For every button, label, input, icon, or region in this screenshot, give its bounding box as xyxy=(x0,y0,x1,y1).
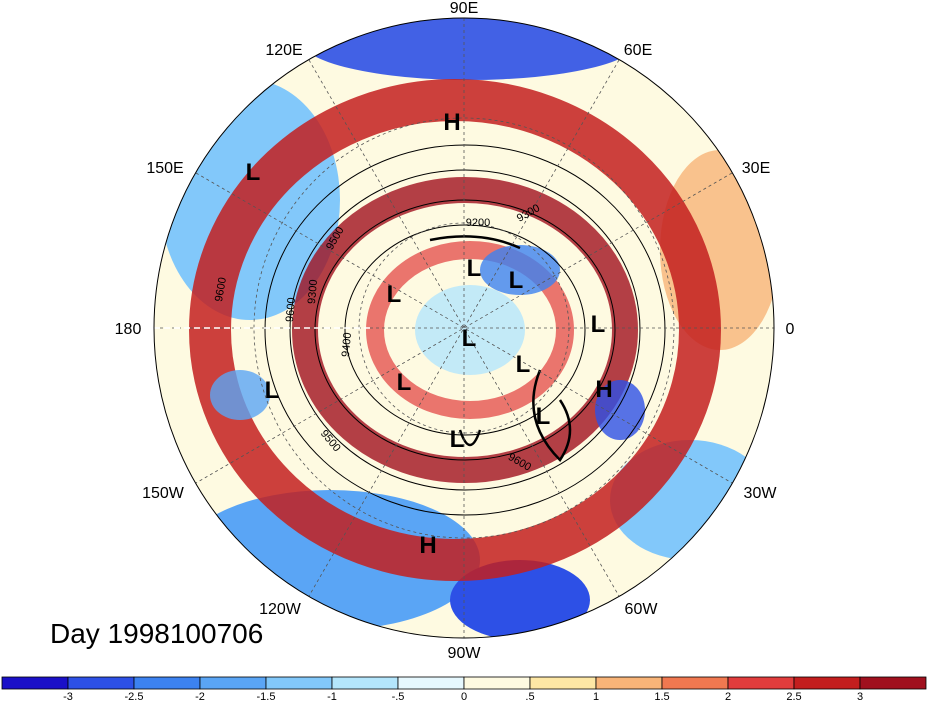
colorbar-swatch xyxy=(397,676,465,690)
colorbar-swatch xyxy=(331,676,399,690)
low-pressure-marker: L xyxy=(509,267,524,294)
lon-label: 150E xyxy=(146,160,183,177)
anomaly-field xyxy=(154,18,774,638)
low-pressure-marker: L xyxy=(591,311,606,338)
colorbar-tick-label: .5 xyxy=(525,691,534,702)
lon-label: 120E xyxy=(265,42,302,59)
lon-label: 90E xyxy=(450,0,478,17)
colorbar-swatch xyxy=(1,676,69,690)
colorbar-tick-label: 3 xyxy=(857,691,863,702)
colorbar-tick-label: -3 xyxy=(63,691,73,702)
colorbar-swatches xyxy=(1,676,927,690)
colorbar-tick-label: -2.5 xyxy=(125,691,144,702)
high-pressure-marker: H xyxy=(443,109,460,136)
lon-label: 120W xyxy=(259,601,302,618)
lon-label: 60E xyxy=(624,42,652,59)
contour-label: 9400 xyxy=(340,332,354,357)
colorbar-swatch xyxy=(265,676,333,690)
low-pressure-marker: L xyxy=(450,426,465,453)
colorbar-swatch xyxy=(199,676,267,690)
polar-map: 90E 60E 30E 0 30W 60W 90W 120W 150W 180 … xyxy=(115,0,795,662)
low-pressure-marker: L xyxy=(536,403,551,430)
colorbar-swatch xyxy=(859,676,927,690)
colorbar-swatch xyxy=(793,676,861,690)
map-title: Day 1998100706 xyxy=(50,618,264,649)
lon-label: 30E xyxy=(742,160,770,177)
contour-label: 9600 xyxy=(213,276,229,302)
lon-label: 180 xyxy=(115,321,142,338)
colorbar-tick-label: -1 xyxy=(327,691,337,702)
colorbar-swatch xyxy=(133,676,201,690)
colorbar-tick-label: 1 xyxy=(593,691,599,702)
low-pressure-marker: L xyxy=(462,325,477,352)
colorbar-swatch xyxy=(529,676,597,690)
low-pressure-marker: L xyxy=(387,281,402,308)
colorbar-tick-label: 2.5 xyxy=(786,691,801,702)
colorbar-swatch xyxy=(661,676,729,690)
high-pressure-marker: H xyxy=(419,532,436,559)
map-boundary xyxy=(153,17,775,639)
low-pressure-marker: L xyxy=(516,351,531,378)
contour-label: 9200 xyxy=(466,217,490,229)
lon-label: 30W xyxy=(744,485,778,502)
low-pressure-marker: L xyxy=(397,369,412,396)
colorbar-tick-label: -.5 xyxy=(392,691,405,702)
lon-label: 0 xyxy=(786,321,795,338)
longitude-labels: 90E 60E 30E 0 30W 60W 90W 120W 150W 180 … xyxy=(115,0,795,662)
colorbar-tick-label: 0 xyxy=(461,691,467,702)
colorbar-swatch xyxy=(67,676,135,690)
low-pressure-marker: L xyxy=(246,159,261,186)
colorbar: -3 -2.5 -2 -1.5 -1 -.5 0 .5 1 1.5 2 2.5 3 xyxy=(1,676,927,702)
low-pressure-marker: L xyxy=(467,255,482,282)
colorbar-tick-label: 2 xyxy=(725,691,731,702)
colorbar-tick-label: 1.5 xyxy=(654,691,669,702)
colorbar-tick-labels: -3 -2.5 -2 -1.5 -1 -.5 0 .5 1 1.5 2 2.5 3 xyxy=(63,691,863,702)
colorbar-swatch xyxy=(727,676,795,690)
colorbar-tick-label: -1.5 xyxy=(257,691,276,702)
colorbar-tick-label: -2 xyxy=(195,691,205,702)
high-pressure-marker: H xyxy=(595,376,612,403)
lon-label: 60W xyxy=(625,601,659,618)
low-pressure-marker: L xyxy=(265,377,280,404)
colorbar-swatch xyxy=(595,676,663,690)
pressure-systems: H L L L L L L L L L H L H L xyxy=(246,109,613,559)
lon-label: 150W xyxy=(142,485,185,502)
contour-label: 9600 xyxy=(284,297,298,322)
lon-label: 90W xyxy=(448,645,482,662)
contour-label: 9300 xyxy=(306,279,320,304)
colorbar-swatch xyxy=(463,676,531,690)
